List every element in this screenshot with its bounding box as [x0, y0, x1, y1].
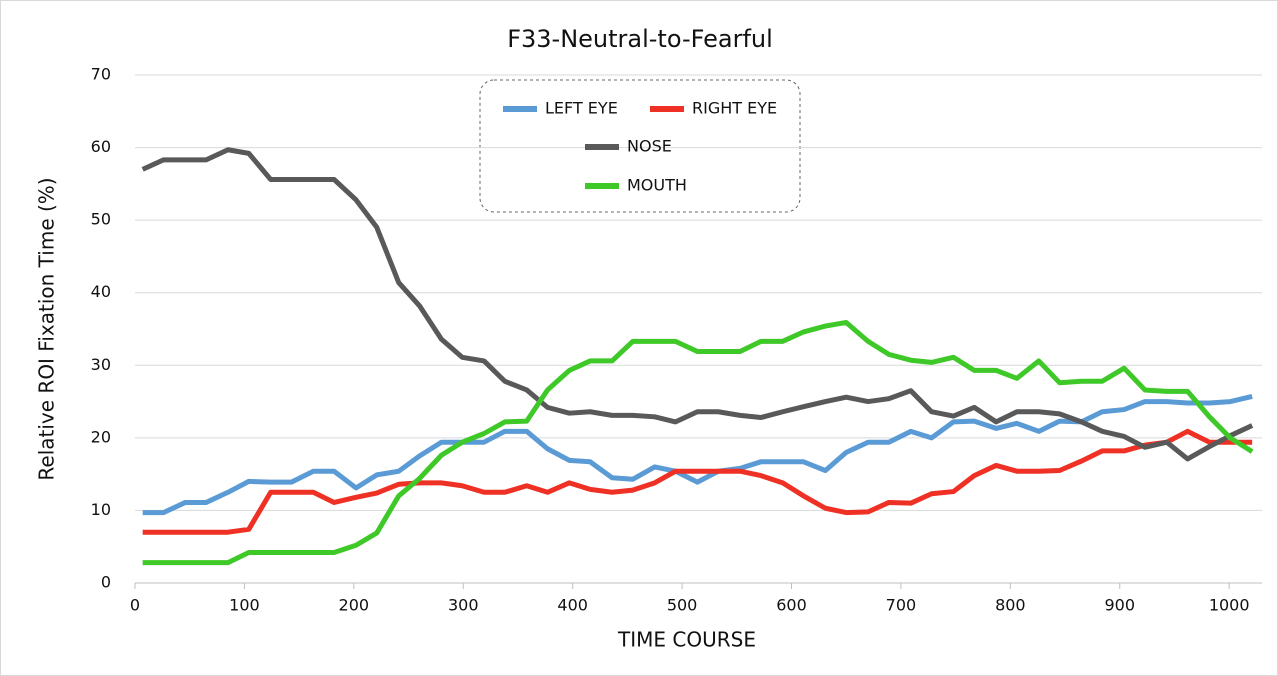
legend-label: RIGHT EYE	[692, 99, 777, 118]
y-tick-label: 40	[91, 282, 111, 301]
line-series	[142, 428, 1253, 535]
legend-box	[479, 79, 801, 213]
x-tick-label: 300	[448, 596, 479, 615]
x-tick-label: 700	[886, 596, 917, 615]
y-tick-label: 60	[91, 137, 111, 156]
x-tick-label: 500	[667, 596, 698, 615]
y-tick-label: 30	[91, 355, 111, 374]
y-tick-label: 70	[91, 65, 111, 84]
x-tick-label: 900	[1104, 596, 1135, 615]
line-series	[142, 394, 1253, 516]
line-series	[142, 319, 1254, 566]
legend-label: LEFT EYE	[545, 99, 618, 118]
x-tick-label: 400	[557, 596, 588, 615]
x-tick-label: 200	[339, 596, 370, 615]
y-tick-label: 10	[91, 500, 111, 519]
y-tick-label: 0	[101, 573, 111, 592]
x-axis-label: TIME COURSE	[617, 628, 756, 652]
x-tick-label: 0	[130, 596, 140, 615]
y-axis-label: Relative ROI Fixation Time (%)	[35, 177, 59, 480]
y-tick-label: 20	[91, 427, 111, 446]
x-tick-label: 1000	[1209, 596, 1250, 615]
chart-title: F33-Neutral-to-Fearful	[507, 25, 773, 53]
legend-label: NOSE	[627, 137, 672, 156]
line-series	[141, 147, 1254, 462]
legend-label: MOUTH	[627, 176, 687, 195]
x-tick-label: 100	[229, 596, 260, 615]
x-tick-label: 800	[995, 596, 1026, 615]
x-tick-label: 600	[776, 596, 807, 615]
y-tick-label: 50	[91, 210, 111, 229]
